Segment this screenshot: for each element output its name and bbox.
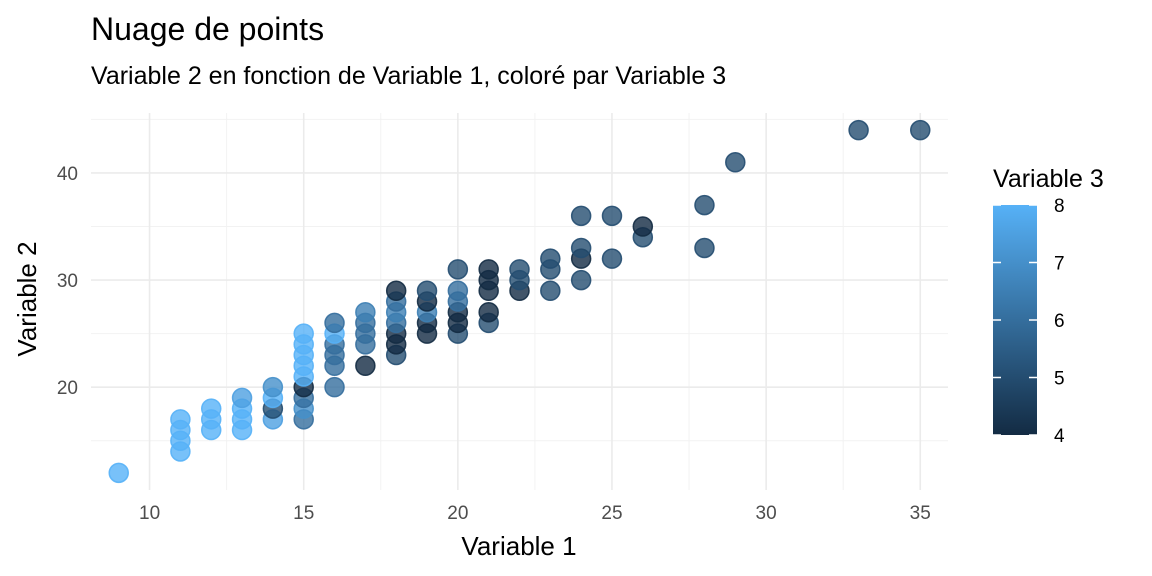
- data-point: [447, 280, 469, 302]
- data-point: [509, 259, 530, 280]
- data-point: [200, 398, 222, 419]
- x-tick-label: 35: [910, 503, 931, 524]
- color-legend: Variable 3 4 5 6 7 8: [993, 165, 1104, 447]
- y-axis-tick-labels: 20 30 40: [57, 164, 78, 399]
- x-tick-label: 10: [139, 503, 160, 524]
- y-tick-label: 40: [57, 164, 78, 185]
- y-tick-label: 30: [57, 271, 78, 292]
- legend-title: Variable 3: [993, 165, 1104, 193]
- x-tick-label: 20: [447, 503, 468, 524]
- data-point: [416, 280, 438, 302]
- data-point: [694, 194, 715, 216]
- data-point: [632, 216, 654, 237]
- data-point: [540, 248, 561, 269]
- chart-subtitle: Variable 2 en fonction de Variable 1, co…: [91, 62, 726, 90]
- data-point: [262, 376, 284, 398]
- x-axis-tick-labels: 10 15 20 25 30 35: [139, 503, 931, 524]
- legend-tick-label: 8: [1054, 196, 1065, 217]
- legend-tick-label: 6: [1054, 311, 1065, 332]
- data-point: [355, 301, 376, 323]
- data-point: [170, 409, 191, 430]
- chart-title: Nuage de points: [91, 11, 324, 47]
- legend-tick-label: 4: [1054, 426, 1065, 447]
- data-point: [848, 119, 869, 141]
- minor-gridlines: [91, 113, 948, 490]
- x-tick-label: 25: [601, 503, 622, 524]
- data-point: [725, 152, 746, 173]
- data-point: [570, 269, 592, 291]
- data-point: [385, 280, 407, 302]
- data-points: [108, 119, 931, 484]
- x-tick-label: 30: [756, 503, 777, 524]
- data-point: [601, 248, 623, 269]
- x-axis-title: Variable 1: [461, 531, 576, 561]
- data-point: [293, 323, 314, 344]
- x-tick-label: 15: [293, 503, 314, 524]
- data-point: [108, 462, 129, 484]
- legend-tick-label: 5: [1054, 369, 1065, 390]
- data-point: [910, 119, 931, 141]
- data-point: [324, 312, 345, 334]
- data-point: [447, 259, 469, 280]
- data-point: [601, 205, 623, 227]
- legend-tick-label: 7: [1054, 254, 1065, 275]
- data-point: [570, 237, 592, 259]
- data-point: [478, 259, 499, 280]
- data-point: [694, 237, 715, 259]
- data-point: [478, 301, 499, 323]
- data-point: [324, 376, 345, 398]
- data-point: [570, 205, 592, 227]
- legend-ticks: 4 5 6 7 8: [993, 196, 1065, 447]
- data-point: [355, 355, 376, 377]
- y-axis-title: Variable 2: [12, 241, 42, 356]
- y-tick-label: 20: [57, 378, 78, 399]
- data-point: [231, 387, 253, 409]
- data-point: [540, 280, 561, 302]
